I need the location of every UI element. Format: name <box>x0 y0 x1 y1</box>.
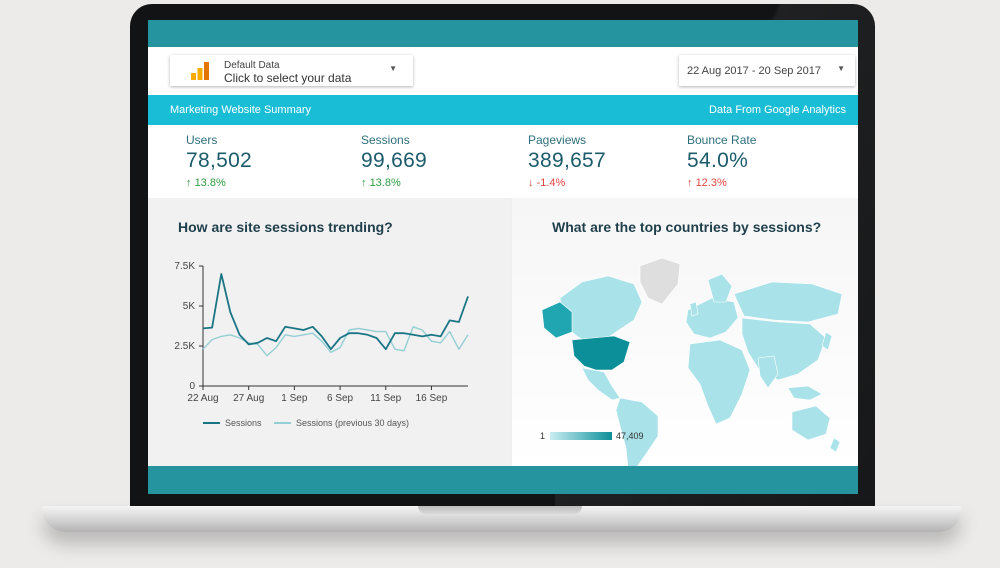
legend-previous-label: Sessions (previous 30 days) <box>296 418 409 428</box>
y-tick-label: 7.5K <box>174 261 195 272</box>
world-map[interactable] <box>512 198 858 466</box>
kpi-label: Bounce Rate <box>687 133 757 147</box>
countries-map-panel: What are the top countries by sessions? <box>512 198 858 466</box>
kpi-value: 389,657 <box>528 149 607 172</box>
kpi-delta-value: -1.4% <box>536 177 566 189</box>
kpi-label: Users <box>186 133 218 147</box>
kpi-value: 99,669 <box>361 149 428 172</box>
kpi-delta: ↓ -1.4% <box>528 177 606 189</box>
arrow-up-icon: ↑ <box>687 177 693 189</box>
map-chart-title: What are the top countries by sessions? <box>552 219 822 235</box>
sessions-line-chart: 0 2.5K 5K 7.5K 22 Aug 27 Aug 1 Sep 6 Sep 11 Sep 1… <box>174 261 469 428</box>
date-range-selector[interactable]: 22 Aug 2017 - 20 Sep 2017 ▼ <box>679 55 855 86</box>
bottom-strip <box>148 466 858 494</box>
x-tick-label: 16 Sep <box>416 393 448 404</box>
arrow-up-icon: ↑ <box>186 177 192 189</box>
chevron-down-icon[interactable]: ▼ <box>837 64 845 73</box>
data-source-prompt: Click to select your data <box>224 71 352 85</box>
map-region-scandinavia <box>707 273 733 303</box>
legend-sessions-label: Sessions <box>225 418 262 428</box>
map-region-canada <box>559 275 643 343</box>
x-tick-label: 11 Sep <box>370 393 401 404</box>
top-strip <box>148 20 858 47</box>
map-region-southeast-asia <box>787 385 823 401</box>
kpi-label: Pageviews <box>528 133 587 147</box>
map-region-uk <box>689 301 699 317</box>
kpi-delta-value: 12.3% <box>695 177 727 189</box>
sessions-series-line <box>202 273 469 351</box>
kpi-delta-value: 13.8% <box>194 177 226 189</box>
section-banner: Marketing Website Summary Data From Goog… <box>148 95 858 125</box>
x-tick-label: 6 Sep <box>327 393 354 404</box>
data-source-title: Default Data <box>224 60 280 71</box>
map-region-russia <box>733 281 843 323</box>
y-tick-label: 5K <box>183 301 196 312</box>
kpi-sessions: Sessions 99,669 ↑ 13.8% <box>361 133 427 189</box>
map-scale-max: 47,409 <box>616 431 644 441</box>
x-tick-label: 1 Sep <box>281 393 308 404</box>
map-region-japan <box>821 331 833 351</box>
map-region-africa <box>687 339 751 425</box>
x-tick-label: 22 Aug <box>187 393 218 404</box>
kpi-label: Sessions <box>361 133 410 147</box>
kpi-value: 78,502 <box>186 149 253 172</box>
kpi-delta: ↑ 12.3% <box>687 177 756 189</box>
laptop-notch <box>418 506 582 514</box>
report-source: Data From Google Analytics <box>709 104 846 116</box>
map-region-mexico <box>581 367 621 401</box>
trend-chart-title: How are site sessions trending? <box>178 219 393 235</box>
arrow-up-icon: ↑ <box>361 177 367 189</box>
kpi-delta: ↑ 13.8% <box>186 177 252 189</box>
previous-sessions-series-line <box>202 326 469 357</box>
map-color-scale <box>550 432 612 440</box>
map-region-usa <box>571 335 631 371</box>
map-region-greenland <box>639 257 681 305</box>
kpi-value: 54.0% <box>687 149 749 172</box>
dashboard-screen: Default Data Click to select your data ▼… <box>148 20 858 494</box>
data-source-selector[interactable]: Default Data Click to select your data ▼ <box>170 55 413 86</box>
map-region-alaska <box>541 301 573 339</box>
map-region-australia <box>791 405 831 441</box>
kpi-pageviews: Pageviews 389,657 ↓ -1.4% <box>528 133 606 189</box>
map-region-asia <box>741 317 827 381</box>
y-tick-label: 2.5K <box>174 341 195 352</box>
analytics-logo-icon <box>191 62 209 80</box>
sessions-trend-panel: How are site sessions trending? 0 2.5K 5K 7… <box>148 198 510 466</box>
kpi-scorecards: Users 78,502 ↑ 13.8% Sessions 99,669 ↑ 1… <box>148 125 858 198</box>
chevron-down-icon[interactable]: ▼ <box>389 64 397 73</box>
map-scale-min: 1 <box>540 431 546 441</box>
map-region-south-america <box>615 397 659 466</box>
kpi-delta: ↑ 13.8% <box>361 177 427 189</box>
kpi-users: Users 78,502 ↑ 13.8% <box>186 133 252 189</box>
map-region-new-zealand <box>829 437 841 453</box>
map-region-india <box>757 355 779 389</box>
y-tick-label: 0 <box>189 381 195 392</box>
arrow-down-icon: ↓ <box>528 177 534 189</box>
date-range-text: 22 Aug 2017 - 20 Sep 2017 <box>687 65 821 77</box>
kpi-bounce-rate: Bounce Rate 54.0% ↑ 12.3% <box>687 133 756 189</box>
report-title: Marketing Website Summary <box>170 104 312 116</box>
x-tick-label: 27 Aug <box>233 393 264 404</box>
kpi-delta-value: 13.8% <box>369 177 401 189</box>
